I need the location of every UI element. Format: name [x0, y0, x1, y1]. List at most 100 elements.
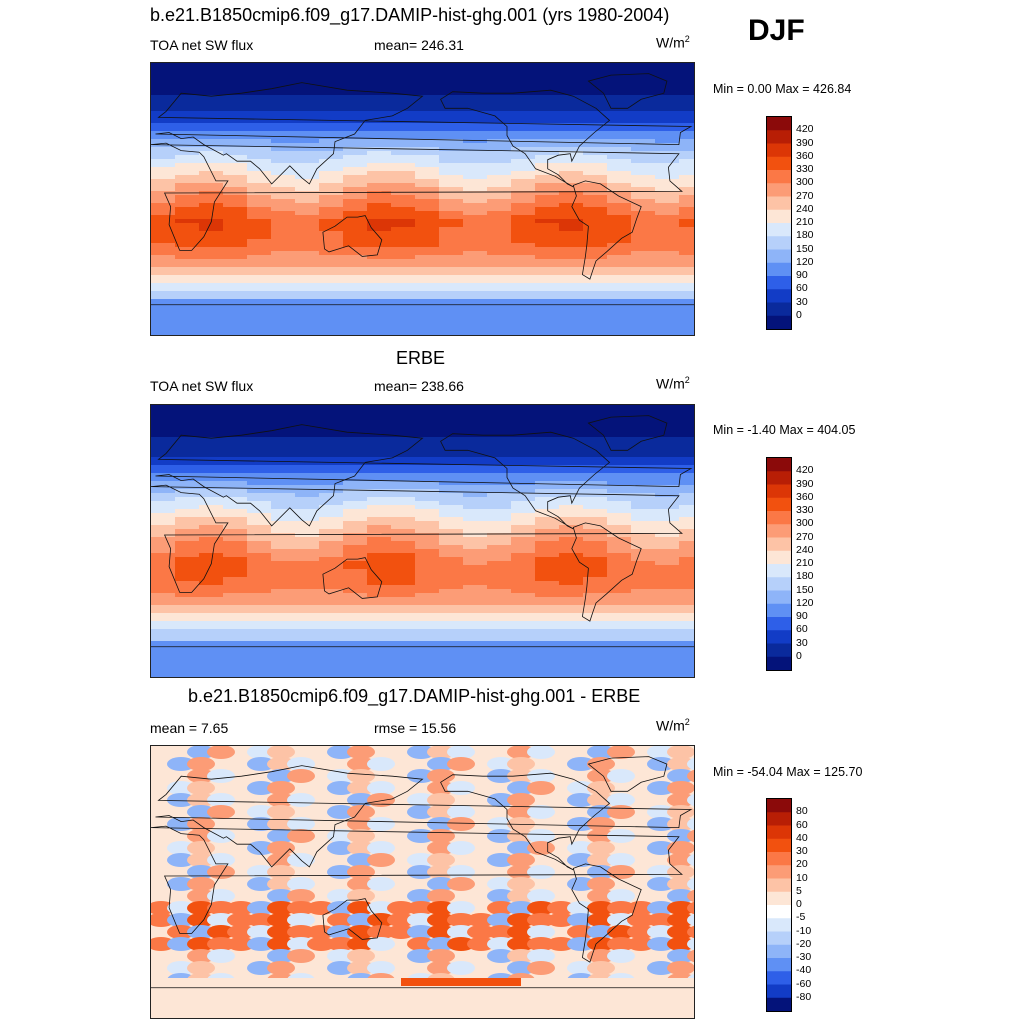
map-cell — [463, 303, 488, 308]
map-cell — [439, 255, 464, 260]
panel2-map — [150, 404, 695, 678]
map-cell — [367, 287, 392, 292]
map-blob — [267, 781, 295, 795]
map-cell — [271, 255, 296, 260]
map-cell — [199, 525, 224, 530]
map-cell — [175, 569, 200, 574]
map-cell — [199, 617, 224, 622]
map-cell — [439, 323, 464, 328]
map-cell — [343, 151, 368, 156]
map-cell — [367, 413, 392, 418]
map-cell — [391, 625, 416, 630]
map-cell — [439, 421, 464, 426]
colorbar-tick-label: 60 — [796, 623, 808, 636]
map-cell — [367, 549, 392, 554]
map-cell — [175, 649, 200, 654]
map-cell — [271, 441, 296, 446]
map-cell — [391, 533, 416, 538]
map-cell — [535, 135, 560, 140]
map-blob — [267, 913, 295, 927]
continent-outline — [571, 863, 642, 963]
map-blob — [267, 949, 295, 963]
map-cell — [535, 163, 560, 168]
map-cell — [415, 183, 440, 188]
map-cell — [535, 529, 560, 534]
map-blob — [427, 913, 455, 927]
map-cell — [151, 637, 176, 642]
map-cell — [223, 433, 248, 438]
map-cell — [271, 665, 296, 670]
map-blob — [327, 889, 355, 903]
map-cell — [151, 75, 176, 80]
map-cell — [679, 465, 694, 470]
map-cell — [367, 445, 392, 450]
map-cell — [343, 645, 368, 650]
map-cell — [487, 493, 512, 498]
map-cell — [487, 465, 512, 470]
map-cell — [271, 569, 296, 574]
map-blob — [247, 925, 275, 939]
map-cell — [343, 63, 368, 68]
map-cell — [607, 585, 632, 590]
map-cell — [223, 71, 248, 76]
map-cell — [511, 469, 536, 474]
map-cell — [247, 79, 272, 84]
map-cell — [295, 645, 320, 650]
map-cell — [511, 195, 536, 200]
map-cell — [607, 283, 632, 288]
map-cell — [511, 417, 536, 422]
map-blob — [367, 841, 395, 855]
map-cell — [199, 131, 224, 136]
map-cell — [655, 649, 680, 654]
map-cell — [607, 561, 632, 566]
map-blob — [287, 937, 315, 951]
map-cell — [415, 441, 440, 446]
map-cell — [319, 255, 344, 260]
map-cell — [559, 131, 584, 136]
map-cell — [319, 311, 344, 316]
map-cell — [199, 307, 224, 312]
map-cell — [535, 637, 560, 642]
map-blob — [647, 841, 675, 855]
colorbar-swatch — [767, 550, 791, 565]
map-cell — [319, 597, 344, 602]
map-cell — [223, 549, 248, 554]
map-cell — [679, 131, 694, 136]
map-cell — [223, 279, 248, 284]
map-cell — [391, 605, 416, 610]
map-cell — [223, 83, 248, 88]
map-cell — [559, 151, 584, 156]
map-cell — [175, 243, 200, 248]
map-cell — [415, 445, 440, 450]
map-cell — [223, 405, 248, 410]
map-cell — [607, 179, 632, 184]
map-cell — [535, 99, 560, 104]
map-cell — [175, 405, 200, 410]
map-cell — [487, 123, 512, 128]
map-cell — [175, 665, 200, 670]
map-cell — [511, 271, 536, 276]
map-cell — [151, 673, 176, 677]
map-cell — [271, 597, 296, 602]
map-cell — [271, 513, 296, 518]
map-cell — [655, 453, 680, 458]
map-cell — [319, 457, 344, 462]
map-cell — [487, 187, 512, 192]
map-cell — [631, 263, 656, 268]
map-cell — [535, 271, 560, 276]
map-cell — [439, 513, 464, 518]
map-cell — [151, 191, 176, 196]
map-cell — [319, 267, 344, 272]
map-cell — [175, 497, 200, 502]
map-cell — [439, 473, 464, 478]
colorbar-swatch — [767, 984, 791, 999]
map-cell — [559, 147, 584, 152]
map-cell — [463, 255, 488, 260]
colorbar-swatch — [767, 852, 791, 866]
map-cell — [511, 637, 536, 642]
map-cell — [679, 641, 694, 646]
map-cell — [295, 577, 320, 582]
map-blob — [287, 817, 315, 831]
map-cell — [343, 577, 368, 582]
map-cell — [559, 107, 584, 112]
